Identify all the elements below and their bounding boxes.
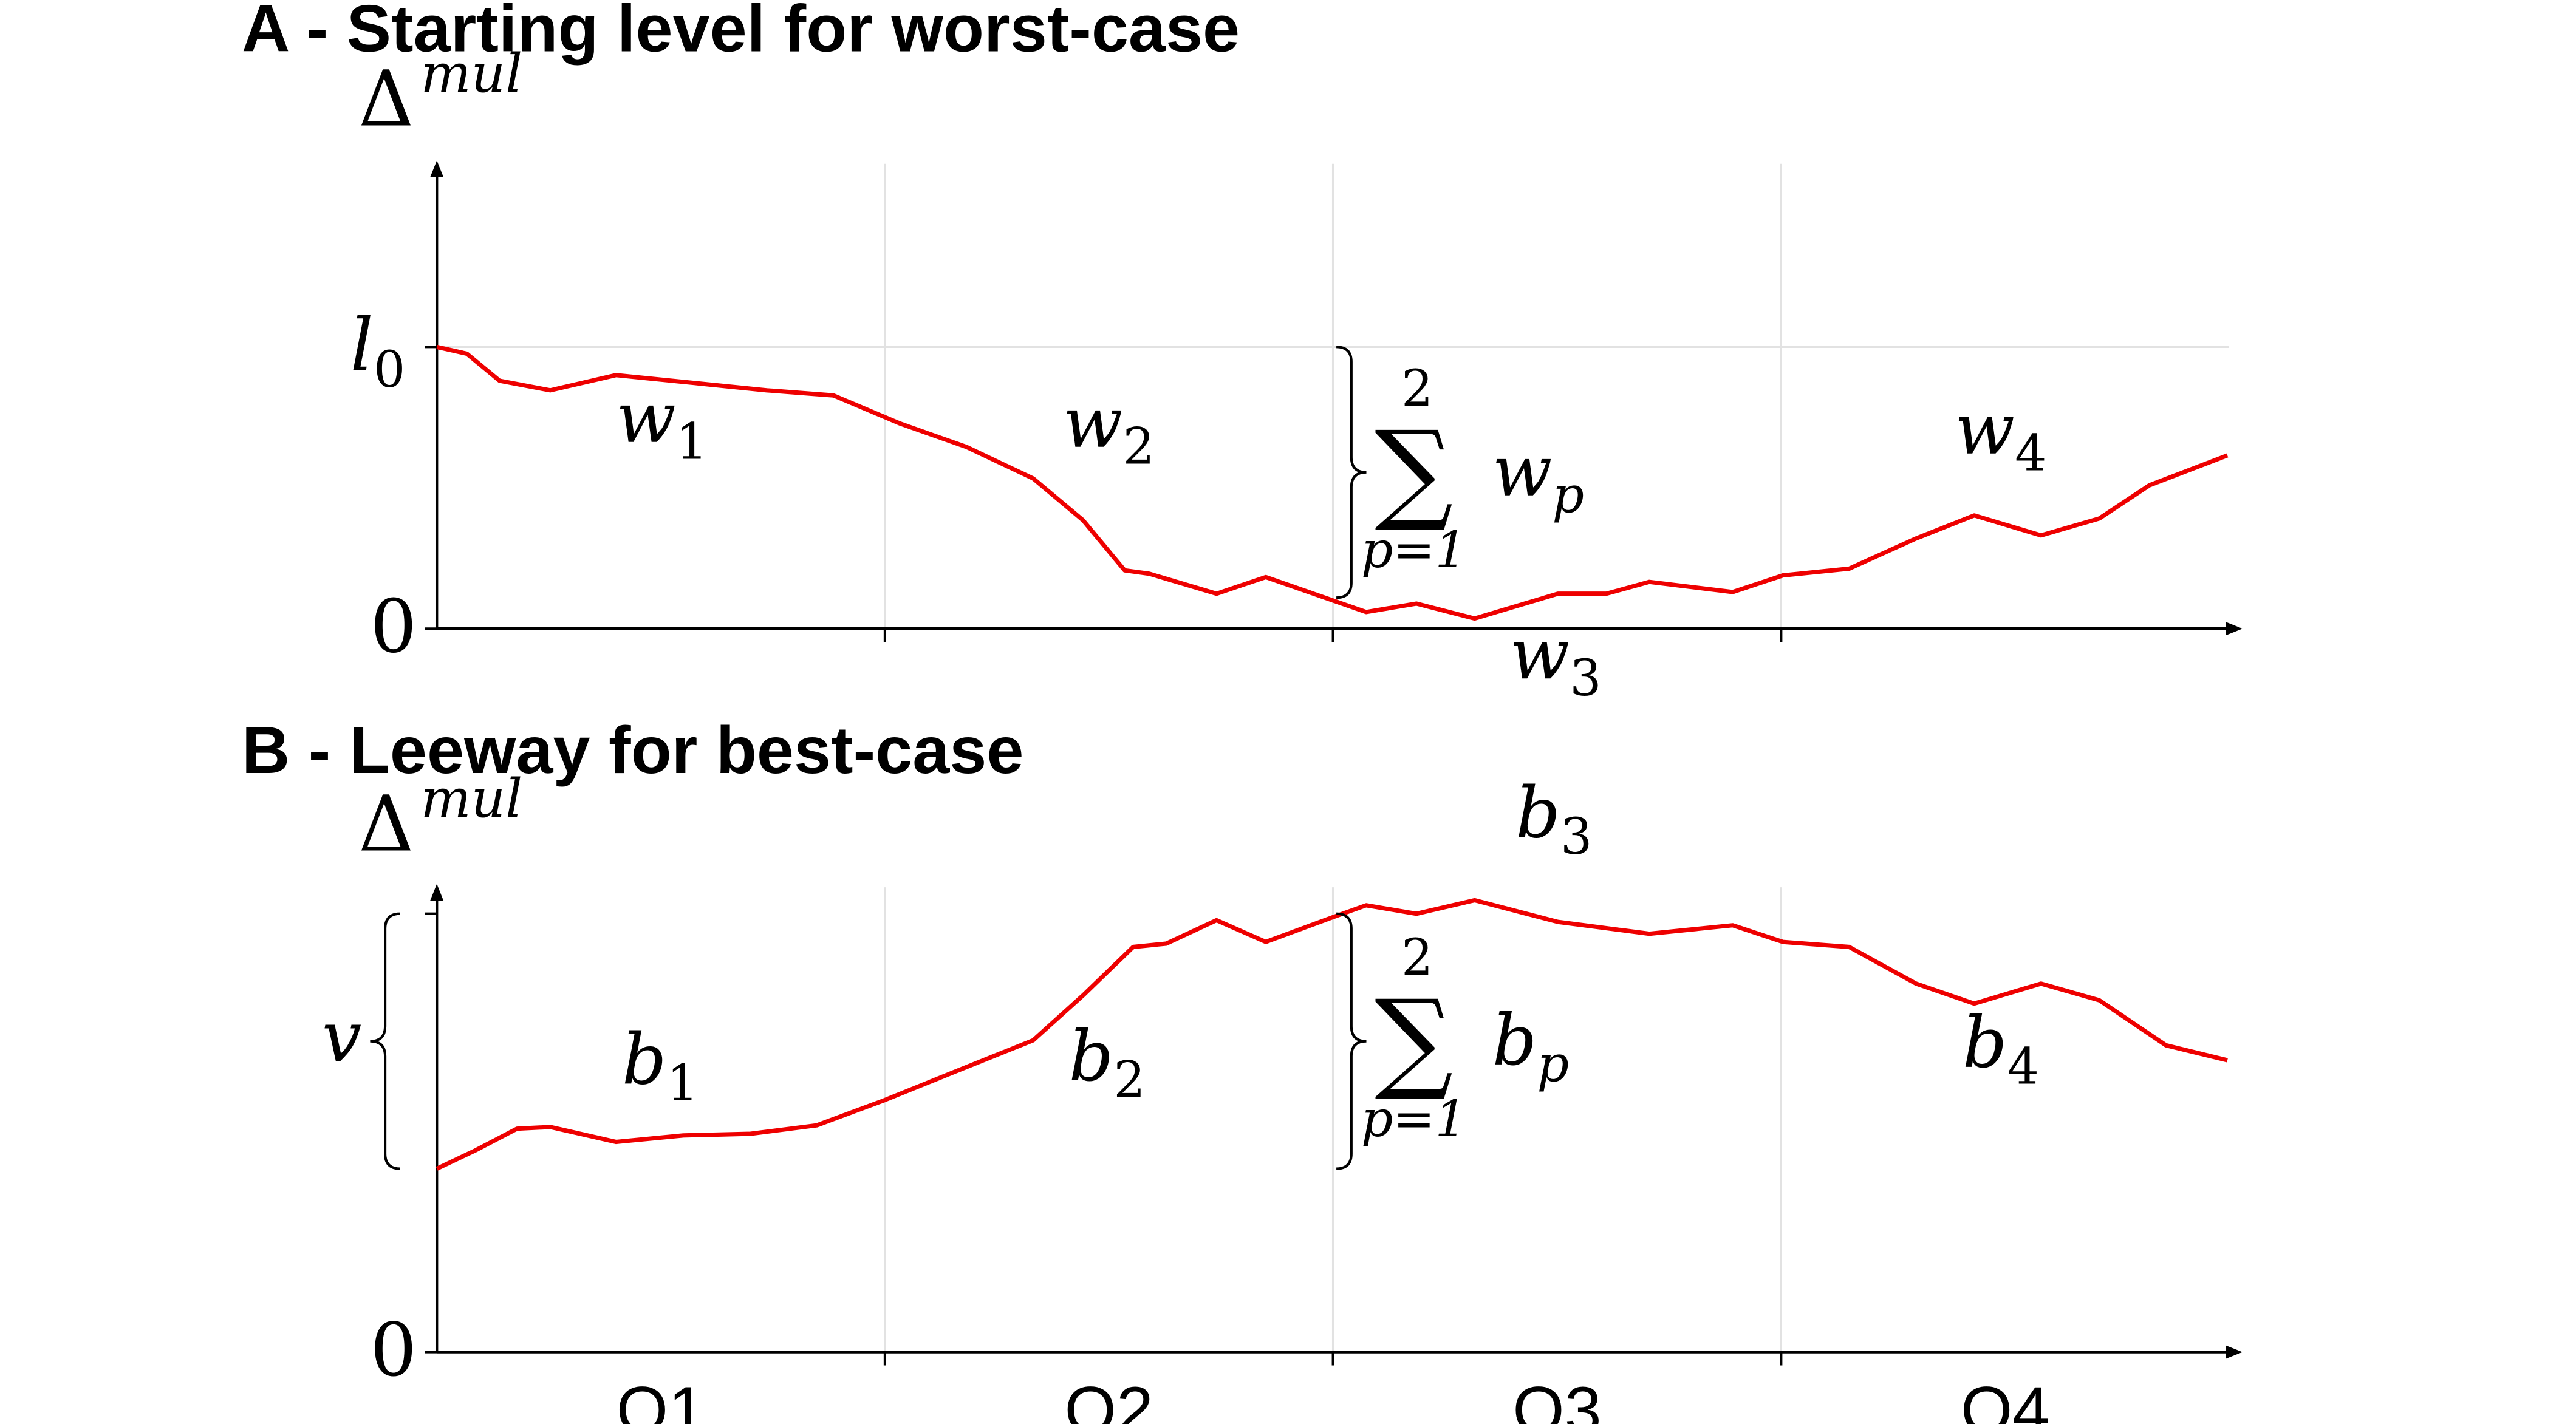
sum-lower: p=1 — [1361, 1091, 1467, 1148]
x-axis-arrow — [2226, 1345, 2243, 1359]
y-label-sup: mul — [420, 767, 522, 830]
annotation: b4 — [1963, 1003, 2039, 1095]
annotation-sub: 4 — [2015, 424, 2046, 482]
annotation-symbol: b — [1963, 1003, 2007, 1084]
annotation-sub: 1 — [676, 413, 708, 471]
annotation-symbol: b — [1515, 772, 1560, 854]
annotation-sub: 1 — [667, 1055, 699, 1112]
sum-term-symbol: b — [1492, 1000, 1537, 1082]
annotation-symbol: w — [1063, 383, 1123, 464]
annotation-symbol: w — [1510, 615, 1570, 696]
annotation-sub: 3 — [1560, 808, 1592, 866]
annotation: w3 — [1510, 615, 1602, 707]
sum-lower-text: p=1 — [1361, 1091, 1467, 1148]
x-axis-arrow — [2226, 622, 2243, 636]
annotation-sub: 3 — [1570, 650, 1601, 707]
y-tick-label-main: l — [350, 303, 374, 388]
annotation-symbol: b — [622, 1020, 667, 1101]
annotation-symbol: w — [616, 378, 676, 459]
sum-upper: 2 — [1401, 360, 1433, 418]
curve — [436, 344, 2229, 621]
sum-lower: p=1 — [1361, 522, 1467, 579]
y-axis-arrow — [430, 884, 444, 901]
sum-upper: 2 — [1401, 929, 1433, 987]
y-axis-arrow — [430, 160, 444, 177]
sum-lower-text: p=1 — [1361, 522, 1467, 579]
annotation: b1 — [622, 1020, 699, 1112]
brace-label: v — [322, 997, 361, 1078]
annotation-sub: 2 — [1113, 1052, 1145, 1109]
x-tick-label: Q4 — [1961, 1374, 2049, 1424]
sum-brace — [1336, 346, 1367, 599]
annotation-sub: 4 — [2007, 1038, 2039, 1096]
sum-term-sub: p — [1552, 467, 1584, 525]
y-tick-label-sub: 0 — [374, 341, 405, 399]
annotation: w1 — [616, 378, 708, 471]
x-tick-label: Q3 — [1512, 1374, 1601, 1424]
sum-term: bp — [1492, 1000, 1570, 1093]
annotation: b3 — [1515, 772, 1592, 865]
sum-term-symbol: w — [1492, 431, 1553, 513]
sum-term-sub: p — [1537, 1036, 1570, 1094]
x-tick-label: Q2 — [1065, 1374, 1153, 1424]
annotation: w4 — [1955, 389, 2046, 482]
y-tick-label: l0 — [350, 303, 405, 399]
y-label-base: Δ — [358, 779, 414, 868]
annotation: b2 — [1069, 1016, 1146, 1109]
panel-title: A - Starting level for worst-case — [242, 0, 1240, 66]
curve — [436, 898, 2228, 1171]
annotation-symbol: w — [1955, 389, 2015, 471]
sum-brace — [1336, 912, 1367, 1170]
sum-term: wp — [1492, 431, 1584, 524]
brace — [370, 912, 400, 1170]
y-label-base: Δ — [358, 54, 414, 143]
annotation: w2 — [1063, 383, 1155, 475]
x-tick-label: Q1 — [617, 1374, 705, 1424]
panel-title: B - Leeway for best-case — [242, 714, 1023, 788]
sum-symbol: ∑ — [1375, 976, 1453, 1104]
annotation-symbol: b — [1069, 1016, 1114, 1097]
y-tick-label: 0 — [370, 585, 417, 670]
y-tick-label: 0 — [370, 1308, 417, 1393]
annotation-sub: 2 — [1123, 418, 1155, 475]
y-label-sup: mul — [420, 42, 522, 104]
sum-symbol: ∑ — [1375, 407, 1453, 535]
